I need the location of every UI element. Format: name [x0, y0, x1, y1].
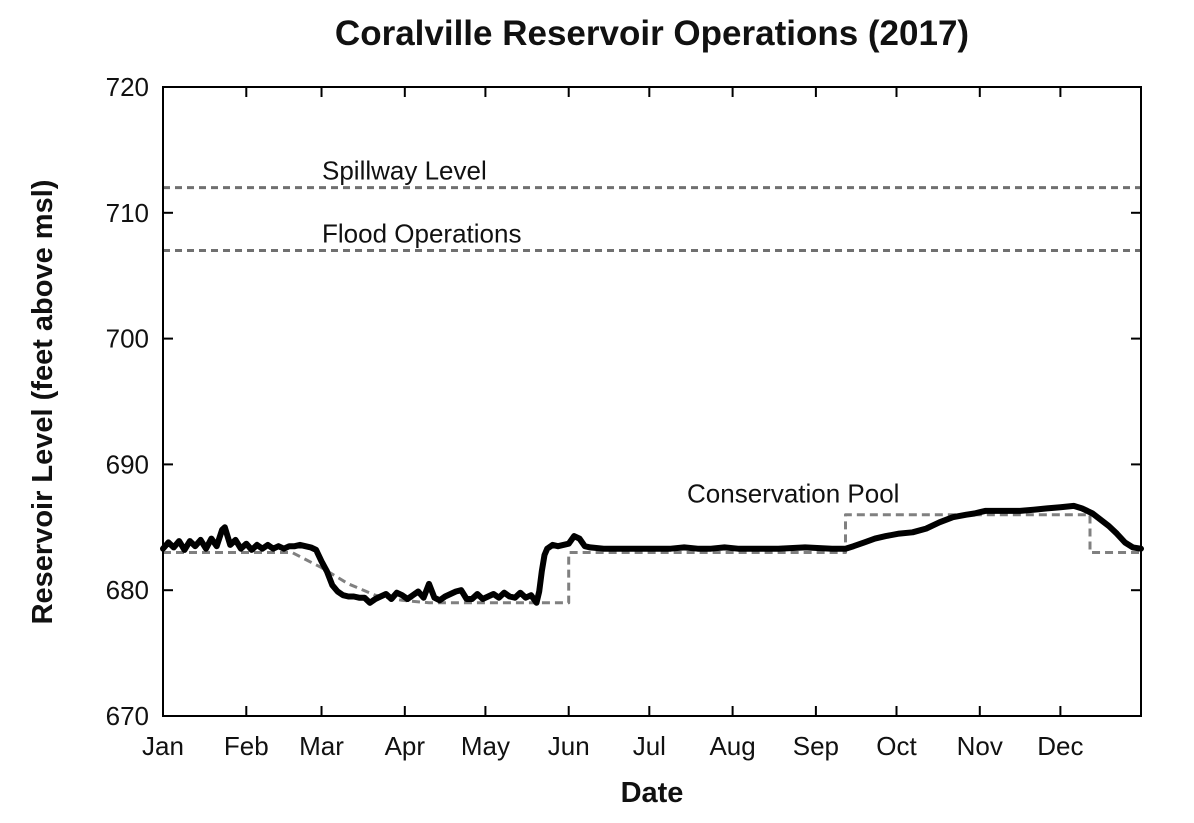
reference-line-label: Spillway Level — [322, 156, 487, 186]
x-tick-label: Apr — [385, 731, 426, 761]
conservation-pool-label: Conservation Pool — [687, 479, 899, 509]
y-tick-label: 680 — [106, 575, 149, 605]
x-tick-label: Dec — [1037, 731, 1083, 761]
x-tick-label: Aug — [709, 731, 755, 761]
x-tick-label: Feb — [224, 731, 269, 761]
chart-title: Coralville Reservoir Operations (2017) — [335, 14, 969, 53]
x-tick-label: May — [461, 731, 510, 761]
x-tick-label: Jun — [548, 731, 590, 761]
x-tick-label: Sep — [793, 731, 839, 761]
reference-line-label: Flood Operations — [322, 219, 521, 249]
x-tick-label: Mar — [299, 731, 344, 761]
x-tick-label: Nov — [957, 731, 1003, 761]
y-tick-label: 690 — [106, 449, 149, 479]
y-tick-label: 710 — [106, 198, 149, 228]
reservoir-level-line — [160, 502, 1144, 606]
x-tick-label: Jul — [633, 731, 666, 761]
y-tick-label: 670 — [106, 701, 149, 731]
series-layer — [160, 502, 1144, 606]
y-axis: 670 680 690 700 710 720 — [106, 72, 1141, 731]
y-tick-label: 720 — [106, 72, 149, 102]
x-tick-label: Oct — [876, 731, 917, 761]
x-axis: Jan Feb Mar Apr May Jun Jul Aug Sep Oct Nov Dec — [142, 87, 1084, 761]
conservation-pool-line — [163, 513, 1141, 605]
y-axis-title: Reservoir Level (feet above msl) — [27, 180, 59, 625]
plot-frame — [162, 86, 1142, 717]
y-tick-label: 700 — [106, 324, 149, 354]
reference-lines: Spillway Level Flood Operations — [163, 156, 1141, 253]
x-tick-label: Jan — [142, 731, 184, 761]
x-axis-title: Date — [621, 777, 684, 809]
